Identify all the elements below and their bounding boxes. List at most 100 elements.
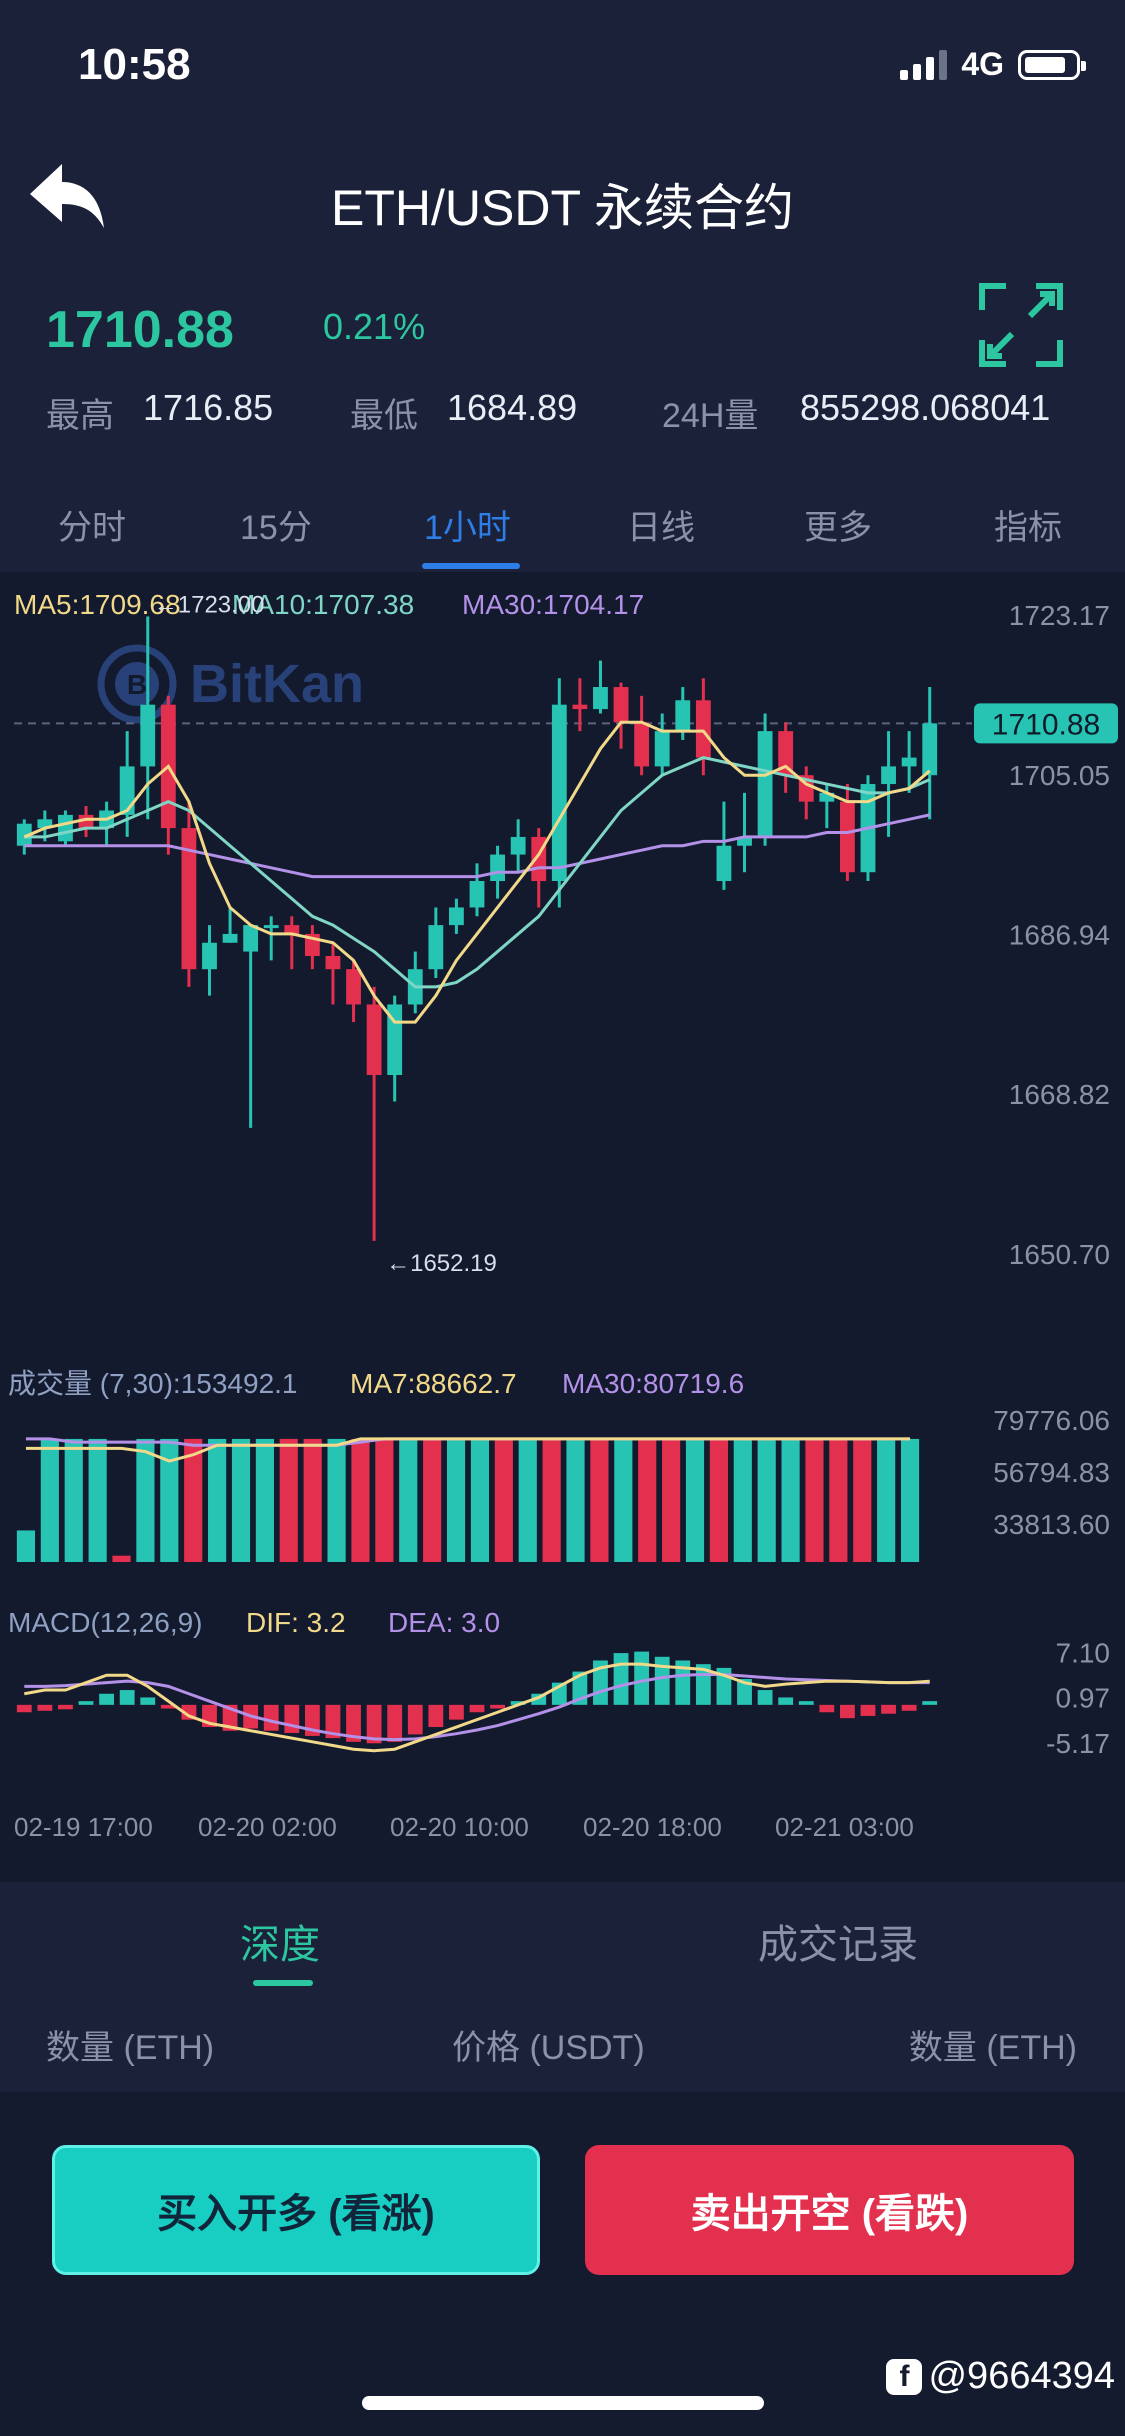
macd-bar: [901, 1704, 917, 1711]
candle-body: [675, 700, 691, 732]
tab-timeshare[interactable]: 分时: [58, 509, 126, 547]
svg-text:B: B: [127, 669, 147, 700]
volume-bar: [64, 1438, 83, 1562]
candle-body: [737, 836, 752, 846]
time-tick-label: 02-19 17:00: [14, 1812, 153, 1842]
volume-value: 855298.068041: [800, 387, 1051, 428]
buy-long-button[interactable]: 买入开多 (看涨): [52, 2145, 540, 2275]
volume-ma30-legend: MA30:80719.6: [562, 1368, 744, 1399]
volume-bar: [685, 1438, 705, 1562]
macd-bar: [16, 1704, 32, 1713]
tab-more[interactable]: 更多: [804, 509, 872, 547]
volume-bar: [112, 1555, 131, 1562]
column-bid-amount: 数量 (ETH): [46, 2029, 215, 2067]
macd-bar: [881, 1704, 896, 1714]
candle-body: [449, 907, 464, 926]
candle-body: [634, 722, 650, 767]
low-value: 1684.89: [447, 387, 578, 428]
macd-bar: [284, 1704, 300, 1733]
candle-body: [37, 819, 53, 829]
macd-histogram: [16, 1651, 938, 1744]
macd-bar: [407, 1704, 423, 1735]
volume-tick-label: 56794.83: [993, 1457, 1110, 1488]
fullscreen-button[interactable]: [978, 282, 1064, 368]
price-tick-label: 1705.05: [1009, 760, 1110, 791]
column-price: 价格 (USDT): [452, 2029, 645, 2067]
macd-tick-label: 0.97: [1056, 1683, 1111, 1714]
candle-body: [58, 814, 73, 842]
dif-legend: DIF: 3.2: [246, 1607, 346, 1638]
volume-bar: [327, 1438, 346, 1562]
volume-bar: [184, 1438, 203, 1562]
volume-tick-label: 79776.06: [993, 1405, 1110, 1436]
macd-bar: [469, 1704, 485, 1713]
network-label: 4G: [961, 46, 1004, 82]
macd-bar: [654, 1656, 670, 1705]
candle-body: [428, 925, 444, 970]
volume-bar: [733, 1438, 752, 1562]
dif-line: [24, 1662, 930, 1753]
macd-bar: [160, 1704, 176, 1709]
signal-icon: [900, 49, 948, 80]
tab-1hour[interactable]: 1小时: [424, 509, 511, 547]
volume-legend: 成交量 (7,30):153492.1: [8, 1368, 298, 1399]
ma10-legend: MA10:1707.38: [232, 589, 414, 620]
tab-15min[interactable]: 15分: [240, 509, 312, 547]
battery-icon: [1018, 49, 1086, 80]
candle-body: [695, 700, 711, 758]
candle-body: [243, 925, 259, 952]
macd-bar: [757, 1690, 773, 1705]
price-axis: 1723.17 1705.05 1686.94 1668.82 1650.70: [1009, 600, 1110, 1270]
candle-body: [551, 704, 567, 882]
last-price: 1710.88: [46, 301, 234, 359]
volume-bar: [829, 1438, 848, 1562]
home-indicator: [362, 2396, 764, 2410]
back-button[interactable]: [22, 150, 112, 240]
macd-bar: [839, 1704, 855, 1719]
high-marker: ←1723.00: [154, 591, 265, 618]
volume-bar: [136, 1438, 155, 1562]
ma5-line: [23, 720, 931, 1024]
macd-bar: [737, 1678, 752, 1705]
price-tick-label: 1686.94: [1009, 919, 1110, 950]
expand-icon: [979, 283, 1063, 367]
bitkan-logo: B BitKan: [97, 644, 364, 724]
tab-indicators[interactable]: 指标: [994, 509, 1062, 547]
sell-short-button[interactable]: 卖出开空 (看跌): [585, 2145, 1074, 2275]
macd-bar: [798, 1701, 814, 1705]
time-axis: 02-19 17:00 02-20 02:00 02-20 10:00 02-20 1…: [14, 1812, 914, 1842]
macd-bar: [325, 1704, 341, 1739]
candle-body: [140, 704, 156, 767]
volume-label: 24H量: [662, 397, 759, 435]
tab-trade-history[interactable]: 成交记录: [758, 1923, 918, 1967]
back-arrow-icon: [30, 164, 104, 228]
volume-tick-label: 33813.60: [993, 1509, 1110, 1540]
candle-body: [263, 925, 279, 929]
candle-body: [654, 731, 670, 767]
tab-daily[interactable]: 日线: [627, 509, 695, 547]
volume-bar: [494, 1438, 513, 1562]
macd-bar: [37, 1704, 53, 1711]
trade-panel: [0, 1882, 1125, 2092]
volume-bar: [423, 1438, 442, 1562]
macd-bar: [449, 1704, 464, 1720]
candle-body: [202, 942, 217, 970]
volume-bar: [781, 1438, 800, 1562]
volume-bar: [208, 1438, 227, 1562]
macd-bar: [387, 1704, 403, 1742]
volume-bar: [590, 1438, 609, 1562]
candle-body: [181, 828, 197, 970]
volume-bar: [662, 1438, 681, 1562]
kline-chart[interactable]: B BitKan MA5:1709.68 MA10:1707.38 MA30:1…: [0, 572, 1125, 1882]
volume-bar: [518, 1438, 537, 1562]
candles: [16, 616, 938, 1241]
macd-bar: [778, 1697, 794, 1705]
candle-body: [510, 836, 526, 855]
volume-bar: [566, 1438, 585, 1562]
facebook-icon: f: [886, 2358, 923, 2395]
tab-depth[interactable]: 深度: [240, 1923, 320, 1967]
candle-body: [778, 731, 794, 776]
volume-bar: [446, 1438, 466, 1562]
macd-bar: [634, 1651, 650, 1705]
tab-active-indicator: [422, 563, 520, 569]
